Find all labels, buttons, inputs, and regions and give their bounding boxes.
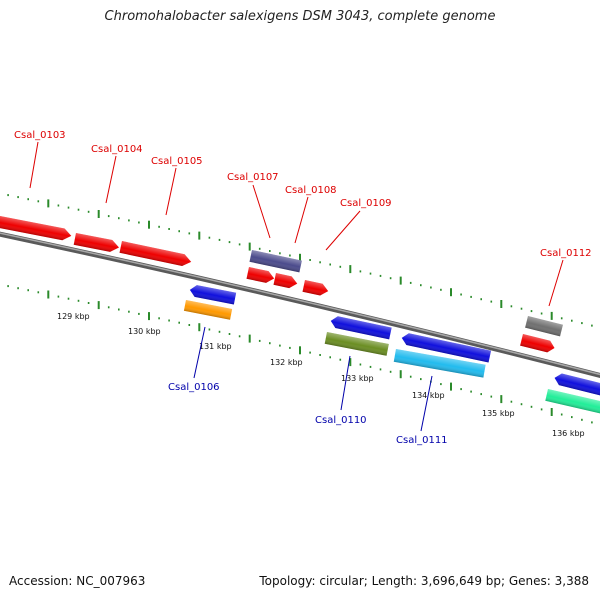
gene-arrow-csal-0106-blue[interactable] bbox=[189, 284, 237, 305]
kbp-label-131: 131 kbp bbox=[199, 342, 232, 351]
callout-line-csal-0104 bbox=[105, 155, 117, 204]
gene-arrow-csal-0110-blue[interactable] bbox=[330, 315, 392, 340]
gene-label-csal-0111[interactable]: Csal_0111 bbox=[396, 435, 448, 446]
genome-summary-text: Topology: circular; Length: 3,696,649 bp… bbox=[259, 574, 589, 588]
gene-label-csal-0108[interactable]: Csal_0108 bbox=[285, 185, 337, 196]
kbp-label-130: 130 kbp bbox=[128, 327, 161, 336]
map-title: Chromohalobacter salexigens DSM 3043, co… bbox=[104, 9, 496, 24]
gene-box-csal-0112-gray[interactable] bbox=[525, 316, 563, 337]
callout-line-csal-0112 bbox=[548, 259, 564, 307]
gene-box-csal-0111[interactable] bbox=[393, 349, 486, 378]
gene-arrow-csal-0105[interactable] bbox=[119, 241, 193, 268]
genome-backbone bbox=[0, 231, 600, 379]
gene-labels: Csal_0103 Csal_0104 Csal_0105 Csal_0106 … bbox=[14, 130, 592, 446]
gene-arrow-csal-0109[interactable] bbox=[302, 280, 330, 297]
callout-lines bbox=[29, 141, 564, 432]
callout-line-csal-0109 bbox=[325, 210, 361, 251]
gene-arrow-csal-0108[interactable] bbox=[273, 273, 299, 290]
callout-line-csal-0111 bbox=[420, 375, 433, 432]
gene-arrow-csal-0111-blue[interactable] bbox=[401, 332, 492, 363]
gene-label-csal-0105[interactable]: Csal_0105 bbox=[151, 156, 203, 167]
genome-backbone-highlight bbox=[0, 232, 600, 376]
gene-box-right-edge-teal[interactable] bbox=[545, 389, 600, 417]
gene-box-csal-0107-slate[interactable] bbox=[249, 250, 302, 273]
gene-label-csal-0104[interactable]: Csal_0104 bbox=[91, 144, 143, 155]
gene-arrow-right-edge-blue[interactable] bbox=[553, 372, 600, 399]
kbp-label-133: 133 kbp bbox=[341, 374, 374, 383]
gene-label-csal-0110[interactable]: Csal_0110 bbox=[315, 415, 367, 426]
gene-box-csal-0110[interactable] bbox=[324, 332, 389, 356]
gene-arrow-csal-0103[interactable] bbox=[0, 214, 72, 242]
gene-label-csal-0103[interactable]: Csal_0103 bbox=[14, 130, 66, 141]
kbp-label-129: 129 kbp bbox=[57, 312, 90, 321]
kbp-label-132: 132 kbp bbox=[270, 358, 303, 367]
gene-arrow-csal-0107[interactable] bbox=[246, 267, 276, 284]
accession-text: Accession: NC_007963 bbox=[9, 574, 146, 588]
gene-label-csal-0106[interactable]: Csal_0106 bbox=[168, 382, 220, 393]
kbp-label-136: 136 kbp bbox=[552, 429, 585, 438]
gene-arrow-csal-0112[interactable] bbox=[520, 334, 556, 354]
callout-line-csal-0106 bbox=[193, 326, 206, 379]
kbp-label-135: 135 kbp bbox=[482, 409, 515, 418]
gene-box-csal-0106[interactable] bbox=[183, 300, 233, 320]
gene-label-csal-0107[interactable]: Csal_0107 bbox=[227, 172, 279, 183]
callout-line-csal-0108 bbox=[294, 196, 309, 244]
callout-line-csal-0107 bbox=[252, 184, 271, 239]
callout-line-csal-0105 bbox=[165, 167, 177, 216]
callout-line-csal-0103 bbox=[29, 141, 39, 189]
gene-arrow-csal-0104[interactable] bbox=[73, 233, 120, 253]
callout-line-csal-0110 bbox=[340, 355, 351, 411]
gene-label-csal-0112[interactable]: Csal_0112 bbox=[540, 248, 592, 259]
forward-ruler bbox=[7, 194, 593, 327]
gene-label-csal-0109[interactable]: Csal_0109 bbox=[340, 198, 392, 209]
